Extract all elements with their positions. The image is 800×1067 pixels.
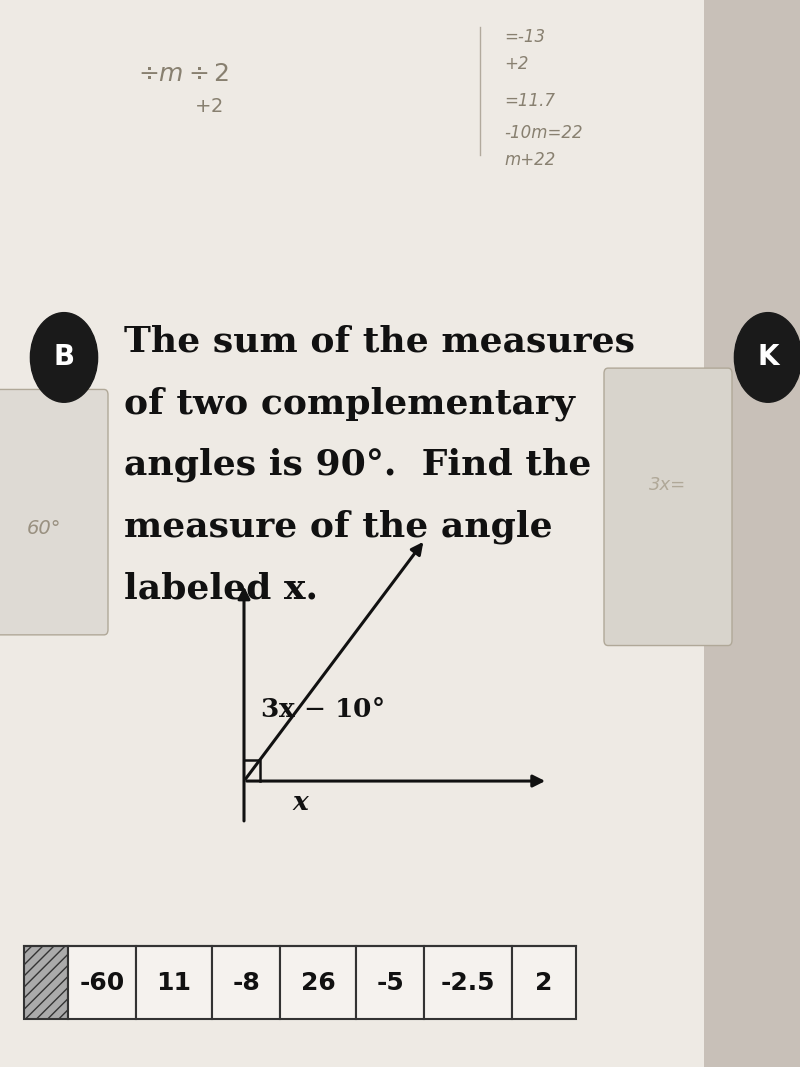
Text: $\div m \div 2$: $\div m \div 2$ — [138, 63, 230, 86]
Text: -5: -5 — [376, 971, 404, 994]
Bar — [0, 0, 704, 1067]
Text: of two complementary: of two complementary — [124, 386, 575, 420]
Text: x: x — [292, 790, 308, 815]
Text: -10m=22: -10m=22 — [504, 125, 582, 142]
Bar — [512, 946, 576, 1019]
Text: labeled x.: labeled x. — [124, 572, 318, 606]
Text: =-13: =-13 — [504, 29, 545, 46]
Bar — [704, 0, 800, 1067]
Text: 3x=: 3x= — [650, 477, 686, 494]
Bar — [68, 946, 136, 1019]
Bar — [212, 946, 280, 1019]
Text: The sum of the measures: The sum of the measures — [124, 324, 635, 359]
Text: B: B — [54, 344, 74, 371]
Text: -2.5: -2.5 — [441, 971, 495, 994]
Text: 3x $-$ 10°: 3x $-$ 10° — [260, 697, 384, 722]
Text: measure of the angle: measure of the angle — [124, 510, 553, 544]
Text: angles is 90°.  Find the: angles is 90°. Find the — [124, 448, 591, 482]
Bar — [136, 946, 212, 1019]
Text: -60: -60 — [79, 971, 125, 994]
Text: 11: 11 — [157, 971, 191, 994]
Text: K: K — [758, 344, 778, 371]
Text: 2: 2 — [535, 971, 553, 994]
FancyBboxPatch shape — [604, 368, 732, 646]
Circle shape — [734, 313, 800, 402]
Bar — [424, 946, 512, 1019]
Text: 26: 26 — [301, 971, 335, 994]
Text: $+2$: $+2$ — [194, 97, 222, 116]
Bar — [280, 946, 356, 1019]
Bar — [356, 946, 424, 1019]
Text: m+22: m+22 — [504, 152, 555, 169]
Bar — [24, 946, 68, 1019]
Circle shape — [30, 313, 98, 402]
Text: +2: +2 — [504, 55, 529, 73]
Text: 60°: 60° — [26, 519, 62, 538]
Text: -8: -8 — [232, 971, 260, 994]
FancyBboxPatch shape — [0, 389, 108, 635]
Text: =11.7: =11.7 — [504, 93, 555, 110]
